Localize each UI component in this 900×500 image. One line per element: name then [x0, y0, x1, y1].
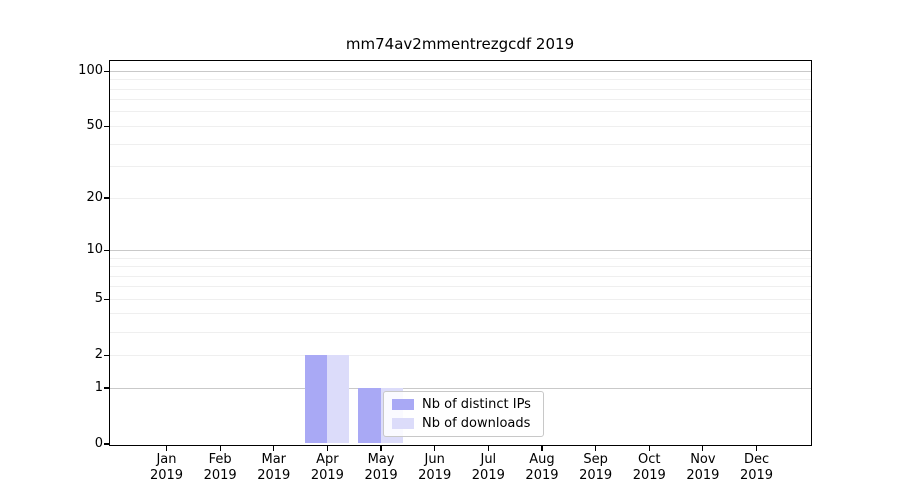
bar-downloads-apr [326, 354, 350, 444]
x-tick-label-year: 2019 [203, 467, 237, 483]
gridline-y-30 [109, 166, 811, 168]
gridline-y-2 [109, 354, 811, 356]
x-tick-label-month: Jul [480, 452, 497, 467]
x-tick-label-aug: Aug 2019 [510, 452, 574, 483]
gridline-y-7 [109, 275, 811, 277]
x-tick-label-year: 2019 [686, 467, 720, 483]
x-tick-label-sep: Sep 2019 [564, 452, 628, 483]
gridline-y-100 [109, 70, 811, 72]
bar-distinct-ips-apr [304, 354, 327, 444]
chart-title: mm74av2mmentrezgcdf 2019 [345, 35, 575, 53]
y-tick-label-2: 2 [94, 347, 103, 363]
legend-swatch-distinct-ips [392, 399, 414, 411]
gridline-y-5 [109, 298, 811, 300]
y-tick-50 [104, 125, 109, 127]
x-tick-apr [326, 445, 328, 451]
y-tick-label-10: 10 [86, 242, 103, 258]
y-tick-label-20: 20 [86, 190, 103, 206]
y-tick-0 [104, 443, 109, 445]
x-tick-label-mar: Mar 2019 [242, 452, 306, 483]
gridline-y-70 [109, 99, 811, 101]
gridline-y-90 [109, 79, 811, 81]
gridline-y-60 [109, 111, 811, 113]
x-tick-label-year: 2019 [739, 467, 774, 483]
y-tick-label-5: 5 [94, 291, 103, 307]
x-tick-label-year: 2019 [364, 467, 398, 483]
x-tick-feb [219, 445, 221, 451]
x-tick-nov [702, 445, 704, 451]
gridline-y-8 [109, 266, 811, 267]
y-tick-10 [104, 249, 109, 251]
x-tick-label-month: Jan [156, 452, 177, 467]
bar-distinct-ips-may [358, 387, 381, 444]
x-tick-jan [165, 445, 168, 451]
x-tick-label-jul: Jul 2019 [456, 452, 520, 483]
x-tick-label-year: 2019 [471, 467, 505, 483]
x-tick-label-year: 2019 [149, 467, 184, 483]
y-tick-label-1: 1 [94, 380, 103, 395]
x-tick-label-month: May [367, 452, 395, 467]
x-tick-label-jun: Jun 2019 [403, 452, 467, 483]
x-tick-label-month: Feb [208, 452, 232, 467]
y-tick-20 [104, 197, 109, 199]
x-tick-label-nov: Nov 2019 [671, 452, 735, 483]
plot-area [108, 59, 812, 446]
y-tick-label-0: 0 [94, 436, 103, 451]
gridline-y-40 [109, 143, 811, 145]
legend-swatch-downloads [392, 417, 414, 429]
y-tick-1 [104, 387, 109, 389]
x-tick-label-may: May 2019 [349, 452, 413, 483]
x-tick-label-year: 2019 [257, 467, 291, 483]
x-tick-label-month: Jun [424, 452, 445, 467]
x-tick-label-month: Oct [638, 452, 661, 467]
y-tick-2 [104, 354, 109, 356]
x-tick-label-jan: Jan 2019 [135, 452, 199, 483]
x-tick-label-oct: Oct 2019 [617, 452, 681, 483]
x-tick-label-year: 2019 [418, 467, 452, 483]
x-tick-aug [541, 445, 543, 451]
x-tick-dec [755, 445, 758, 451]
x-tick-jul [487, 445, 489, 451]
x-tick-label-month: Mar [261, 452, 287, 467]
gridline-y-4 [109, 313, 811, 315]
x-tick-label-month: Dec [743, 452, 770, 467]
gridline-y-80 [109, 88, 811, 90]
x-tick-label-month: Apr [316, 452, 339, 467]
x-tick-label-month: Sep [583, 452, 608, 467]
y-tick-label-50: 50 [86, 118, 103, 134]
legend-item-distinct-ips: Nb of distinct IPs [392, 397, 537, 412]
gridline-y-10 [109, 249, 811, 251]
x-tick-oct [648, 445, 650, 451]
x-tick-label-month: Aug [529, 452, 555, 467]
x-tick-label-dec: Dec 2019 [725, 452, 789, 483]
gridline-y-6 [109, 286, 811, 288]
gridline-y-20 [109, 197, 811, 199]
y-tick-5 [104, 298, 109, 300]
gridline-y-50 [109, 125, 811, 127]
x-tick-label-month: Nov [690, 452, 716, 467]
legend: Nb of distinct IPs Nb of downloads [383, 391, 544, 437]
x-tick-mar [273, 445, 275, 451]
y-tick-label-100: 100 [78, 63, 103, 79]
x-tick-sep [595, 445, 597, 451]
x-tick-label-year: 2019 [579, 467, 613, 483]
legend-item-downloads: Nb of downloads [392, 416, 537, 431]
x-tick-jun [434, 445, 436, 451]
gridline-y-3 [109, 331, 811, 333]
x-tick-label-year: 2019 [632, 467, 666, 483]
x-tick-may [380, 445, 382, 451]
x-tick-label-year: 2019 [525, 467, 559, 483]
gridline-y-9 [109, 257, 811, 259]
x-tick-label-feb: Feb 2019 [188, 452, 252, 483]
x-tick-label-apr: Apr 2019 [295, 452, 359, 483]
y-tick-100 [104, 70, 109, 72]
legend-label-distinct-ips: Nb of distinct IPs [422, 397, 531, 413]
gridline-y-1 [109, 387, 811, 389]
legend-label-downloads: Nb of downloads [422, 415, 531, 431]
x-tick-label-year: 2019 [310, 467, 344, 483]
